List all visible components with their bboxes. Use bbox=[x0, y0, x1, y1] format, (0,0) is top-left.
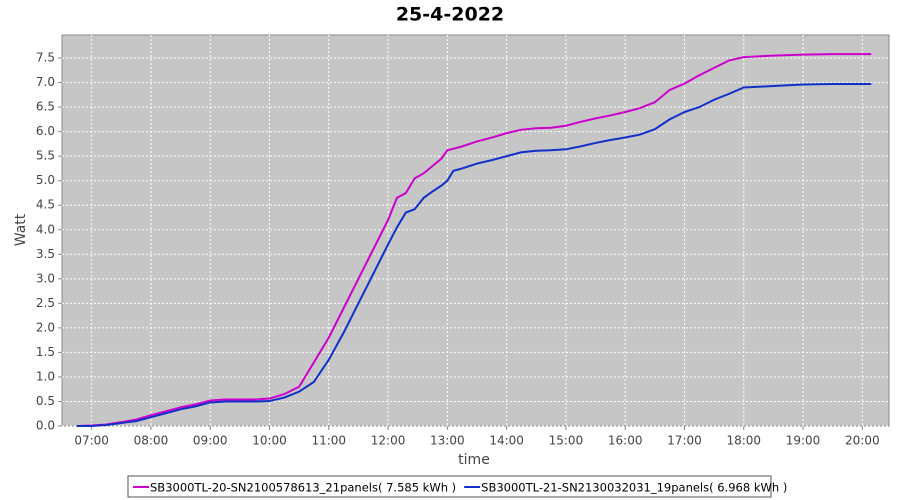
series-line bbox=[76, 53, 872, 427]
y-tick-label: 0.0 bbox=[36, 419, 55, 433]
x-tick-label: 08:00 bbox=[134, 434, 169, 448]
y-tick-label: 6.0 bbox=[36, 124, 55, 138]
legend bbox=[127, 475, 772, 498]
x-tick-label: 14:00 bbox=[489, 434, 524, 448]
y-tick-label: 6.5 bbox=[36, 100, 55, 114]
y-tick-label: 5.5 bbox=[36, 149, 55, 163]
plot-area bbox=[61, 34, 890, 427]
legend-label: SB3000TL-20-SN2100578613_21panels( 7.585… bbox=[150, 481, 456, 495]
x-axis-label: time bbox=[458, 452, 490, 468]
x-tick-label: 19:00 bbox=[786, 434, 821, 448]
x-tick-label: 10:00 bbox=[252, 434, 287, 448]
y-tick-label: 1.0 bbox=[36, 369, 55, 383]
x-tick-label: 17:00 bbox=[667, 434, 702, 448]
y-tick-label: 1.5 bbox=[36, 345, 55, 359]
x-tick-label: 13:00 bbox=[430, 434, 465, 448]
y-tick-label: 3.5 bbox=[36, 247, 55, 261]
x-tick-label: 16:00 bbox=[608, 434, 643, 448]
y-tick-label: 5.0 bbox=[36, 173, 55, 187]
chart-title: 25-4-2022 bbox=[396, 4, 504, 26]
y-tick-label: 4.0 bbox=[36, 222, 55, 236]
legend-label: SB3000TL-21-SN2130032031_19panels( 6.968… bbox=[481, 481, 787, 495]
x-tick-label: 09:00 bbox=[193, 434, 228, 448]
x-tick-label: 07:00 bbox=[74, 434, 109, 448]
x-tick-label: 15:00 bbox=[549, 434, 584, 448]
x-tick-label: 12:00 bbox=[371, 434, 406, 448]
y-tick-label: 7.5 bbox=[36, 51, 55, 65]
y-tick-label: 4.5 bbox=[36, 198, 55, 212]
x-tick-label: 18:00 bbox=[726, 434, 761, 448]
y-tick-label: 3.0 bbox=[36, 271, 55, 285]
y-tick-label: 7.0 bbox=[36, 75, 55, 89]
y-tick-label: 2.0 bbox=[36, 320, 55, 334]
x-tick-label: 11:00 bbox=[311, 434, 346, 448]
x-tick-label: 20:00 bbox=[845, 434, 880, 448]
y-tick-label: 0.5 bbox=[36, 394, 55, 408]
y-tick-label: 2.5 bbox=[36, 296, 55, 310]
series-line bbox=[76, 83, 872, 427]
y-axis-label: Watt bbox=[13, 213, 29, 246]
